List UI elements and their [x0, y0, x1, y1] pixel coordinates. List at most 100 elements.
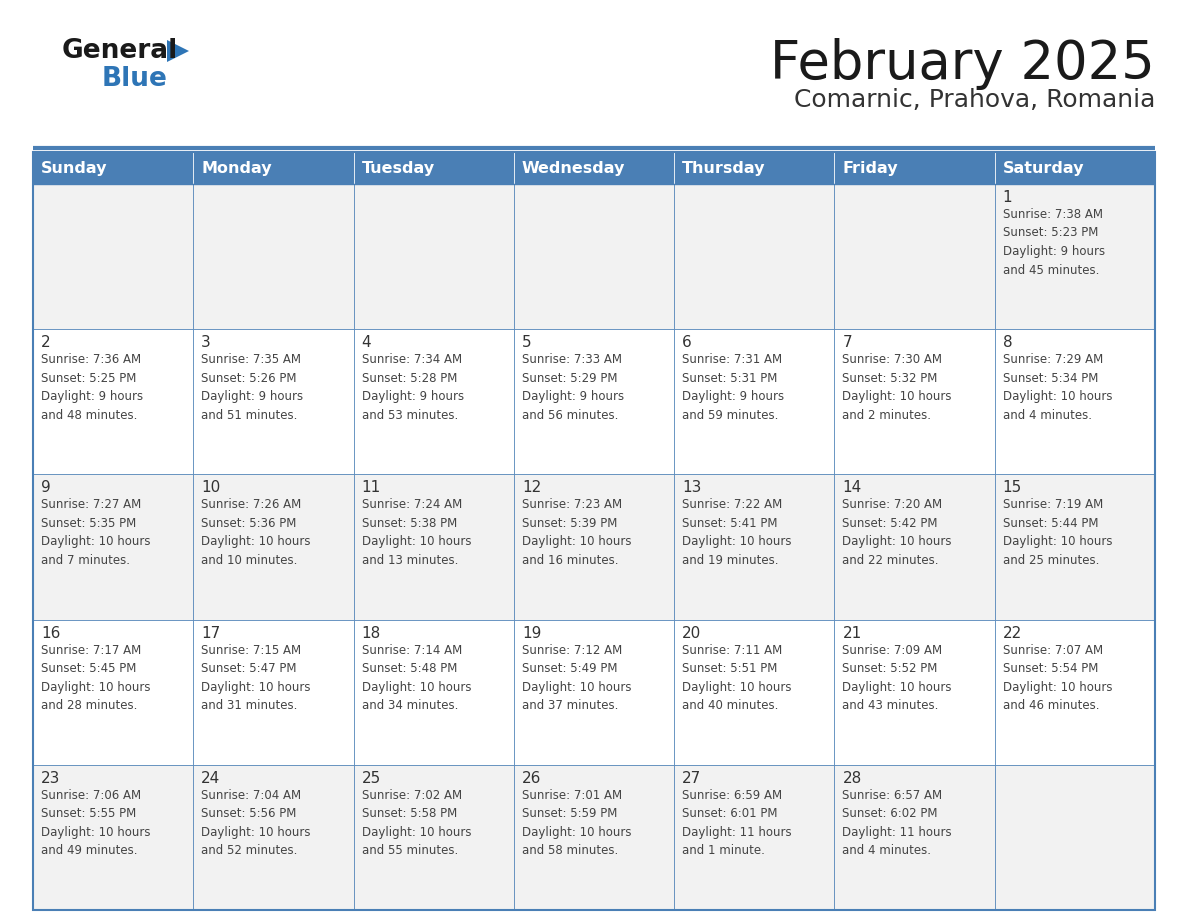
Bar: [33, 330, 194, 475]
Text: Sunrise: 7:19 AM
Sunset: 5:44 PM
Daylight: 10 hours
and 25 minutes.: Sunrise: 7:19 AM Sunset: 5:44 PM Dayligh…: [1003, 498, 1112, 567]
Text: 10: 10: [201, 480, 221, 496]
Text: General: General: [62, 38, 178, 64]
Text: 25: 25: [361, 771, 381, 786]
Text: Sunrise: 7:35 AM
Sunset: 5:26 PM
Daylight: 9 hours
and 51 minutes.: Sunrise: 7:35 AM Sunset: 5:26 PM Dayligh…: [201, 353, 303, 421]
Bar: [194, 620, 354, 765]
Text: 28: 28: [842, 771, 861, 786]
Bar: [994, 620, 1155, 765]
Text: Sunrise: 7:01 AM
Sunset: 5:59 PM
Daylight: 10 hours
and 58 minutes.: Sunrise: 7:01 AM Sunset: 5:59 PM Dayligh…: [522, 789, 631, 857]
Text: 16: 16: [42, 625, 61, 641]
Text: Sunrise: 7:09 AM
Sunset: 5:52 PM
Daylight: 10 hours
and 43 minutes.: Sunrise: 7:09 AM Sunset: 5:52 PM Dayligh…: [842, 644, 952, 712]
Text: 18: 18: [361, 625, 381, 641]
Text: Monday: Monday: [201, 161, 272, 175]
Text: 7: 7: [842, 335, 852, 350]
Bar: [194, 330, 354, 475]
Text: 3: 3: [201, 335, 211, 350]
Text: 14: 14: [842, 480, 861, 496]
Text: 19: 19: [522, 625, 542, 641]
Polygon shape: [168, 40, 189, 62]
Bar: [194, 475, 354, 620]
Text: Sunrise: 7:04 AM
Sunset: 5:56 PM
Daylight: 10 hours
and 52 minutes.: Sunrise: 7:04 AM Sunset: 5:56 PM Dayligh…: [201, 789, 311, 857]
Text: 24: 24: [201, 771, 221, 786]
Bar: [354, 330, 514, 475]
Text: February 2025: February 2025: [770, 38, 1155, 90]
Text: 13: 13: [682, 480, 702, 496]
Bar: [514, 184, 674, 330]
Bar: [354, 620, 514, 765]
Bar: [674, 765, 834, 910]
Text: Comarnic, Prahova, Romania: Comarnic, Prahova, Romania: [794, 88, 1155, 112]
Text: Sunrise: 7:20 AM
Sunset: 5:42 PM
Daylight: 10 hours
and 22 minutes.: Sunrise: 7:20 AM Sunset: 5:42 PM Dayligh…: [842, 498, 952, 567]
Text: 21: 21: [842, 625, 861, 641]
Text: Sunrise: 7:17 AM
Sunset: 5:45 PM
Daylight: 10 hours
and 28 minutes.: Sunrise: 7:17 AM Sunset: 5:45 PM Dayligh…: [42, 644, 151, 712]
Text: Sunrise: 7:29 AM
Sunset: 5:34 PM
Daylight: 10 hours
and 4 minutes.: Sunrise: 7:29 AM Sunset: 5:34 PM Dayligh…: [1003, 353, 1112, 421]
Text: Tuesday: Tuesday: [361, 161, 435, 175]
Bar: [834, 152, 994, 184]
Bar: [33, 620, 194, 765]
Bar: [514, 620, 674, 765]
Bar: [994, 152, 1155, 184]
Bar: [514, 152, 674, 184]
Bar: [834, 184, 994, 330]
Text: 4: 4: [361, 335, 371, 350]
Text: Sunrise: 7:06 AM
Sunset: 5:55 PM
Daylight: 10 hours
and 49 minutes.: Sunrise: 7:06 AM Sunset: 5:55 PM Dayligh…: [42, 789, 151, 857]
Bar: [514, 475, 674, 620]
Bar: [194, 184, 354, 330]
Bar: [674, 475, 834, 620]
Text: 6: 6: [682, 335, 691, 350]
Text: 5: 5: [522, 335, 531, 350]
Text: Sunrise: 6:59 AM
Sunset: 6:01 PM
Daylight: 11 hours
and 1 minute.: Sunrise: 6:59 AM Sunset: 6:01 PM Dayligh…: [682, 789, 791, 857]
Bar: [674, 620, 834, 765]
Text: 27: 27: [682, 771, 701, 786]
Bar: [33, 184, 194, 330]
Text: Sunrise: 7:15 AM
Sunset: 5:47 PM
Daylight: 10 hours
and 31 minutes.: Sunrise: 7:15 AM Sunset: 5:47 PM Dayligh…: [201, 644, 311, 712]
Text: Sunrise: 7:31 AM
Sunset: 5:31 PM
Daylight: 9 hours
and 59 minutes.: Sunrise: 7:31 AM Sunset: 5:31 PM Dayligh…: [682, 353, 784, 421]
Text: Sunrise: 7:22 AM
Sunset: 5:41 PM
Daylight: 10 hours
and 19 minutes.: Sunrise: 7:22 AM Sunset: 5:41 PM Dayligh…: [682, 498, 791, 567]
Text: Sunrise: 7:34 AM
Sunset: 5:28 PM
Daylight: 9 hours
and 53 minutes.: Sunrise: 7:34 AM Sunset: 5:28 PM Dayligh…: [361, 353, 463, 421]
Text: 23: 23: [42, 771, 61, 786]
Text: Sunrise: 7:12 AM
Sunset: 5:49 PM
Daylight: 10 hours
and 37 minutes.: Sunrise: 7:12 AM Sunset: 5:49 PM Dayligh…: [522, 644, 631, 712]
Bar: [194, 765, 354, 910]
Text: 1: 1: [1003, 190, 1012, 205]
Text: Sunday: Sunday: [42, 161, 107, 175]
Text: Sunrise: 7:26 AM
Sunset: 5:36 PM
Daylight: 10 hours
and 10 minutes.: Sunrise: 7:26 AM Sunset: 5:36 PM Dayligh…: [201, 498, 311, 567]
Bar: [994, 184, 1155, 330]
Text: 15: 15: [1003, 480, 1022, 496]
Text: 9: 9: [42, 480, 51, 496]
Text: 20: 20: [682, 625, 701, 641]
Text: 26: 26: [522, 771, 542, 786]
Text: Blue: Blue: [102, 66, 168, 92]
Text: 8: 8: [1003, 335, 1012, 350]
Text: Sunrise: 7:27 AM
Sunset: 5:35 PM
Daylight: 10 hours
and 7 minutes.: Sunrise: 7:27 AM Sunset: 5:35 PM Dayligh…: [42, 498, 151, 567]
Text: Sunrise: 6:57 AM
Sunset: 6:02 PM
Daylight: 11 hours
and 4 minutes.: Sunrise: 6:57 AM Sunset: 6:02 PM Dayligh…: [842, 789, 952, 857]
Bar: [834, 475, 994, 620]
Bar: [834, 330, 994, 475]
Text: Thursday: Thursday: [682, 161, 765, 175]
Text: 22: 22: [1003, 625, 1022, 641]
Bar: [354, 184, 514, 330]
Bar: [514, 765, 674, 910]
Bar: [354, 475, 514, 620]
Text: Sunrise: 7:30 AM
Sunset: 5:32 PM
Daylight: 10 hours
and 2 minutes.: Sunrise: 7:30 AM Sunset: 5:32 PM Dayligh…: [842, 353, 952, 421]
Bar: [674, 152, 834, 184]
Text: Sunrise: 7:38 AM
Sunset: 5:23 PM
Daylight: 9 hours
and 45 minutes.: Sunrise: 7:38 AM Sunset: 5:23 PM Dayligh…: [1003, 208, 1105, 276]
Text: Sunrise: 7:33 AM
Sunset: 5:29 PM
Daylight: 9 hours
and 56 minutes.: Sunrise: 7:33 AM Sunset: 5:29 PM Dayligh…: [522, 353, 624, 421]
Bar: [994, 475, 1155, 620]
Text: Sunrise: 7:23 AM
Sunset: 5:39 PM
Daylight: 10 hours
and 16 minutes.: Sunrise: 7:23 AM Sunset: 5:39 PM Dayligh…: [522, 498, 631, 567]
Bar: [33, 765, 194, 910]
Text: Sunrise: 7:14 AM
Sunset: 5:48 PM
Daylight: 10 hours
and 34 minutes.: Sunrise: 7:14 AM Sunset: 5:48 PM Dayligh…: [361, 644, 472, 712]
Bar: [674, 184, 834, 330]
Bar: [994, 330, 1155, 475]
Bar: [354, 765, 514, 910]
Bar: [33, 475, 194, 620]
Text: 11: 11: [361, 480, 381, 496]
Bar: [994, 765, 1155, 910]
Bar: [33, 152, 1155, 910]
Text: Sunrise: 7:02 AM
Sunset: 5:58 PM
Daylight: 10 hours
and 55 minutes.: Sunrise: 7:02 AM Sunset: 5:58 PM Dayligh…: [361, 789, 472, 857]
Bar: [354, 152, 514, 184]
Bar: [514, 330, 674, 475]
Bar: [834, 765, 994, 910]
Text: Sunrise: 7:24 AM
Sunset: 5:38 PM
Daylight: 10 hours
and 13 minutes.: Sunrise: 7:24 AM Sunset: 5:38 PM Dayligh…: [361, 498, 472, 567]
Text: Sunrise: 7:07 AM
Sunset: 5:54 PM
Daylight: 10 hours
and 46 minutes.: Sunrise: 7:07 AM Sunset: 5:54 PM Dayligh…: [1003, 644, 1112, 712]
Text: Wednesday: Wednesday: [522, 161, 625, 175]
